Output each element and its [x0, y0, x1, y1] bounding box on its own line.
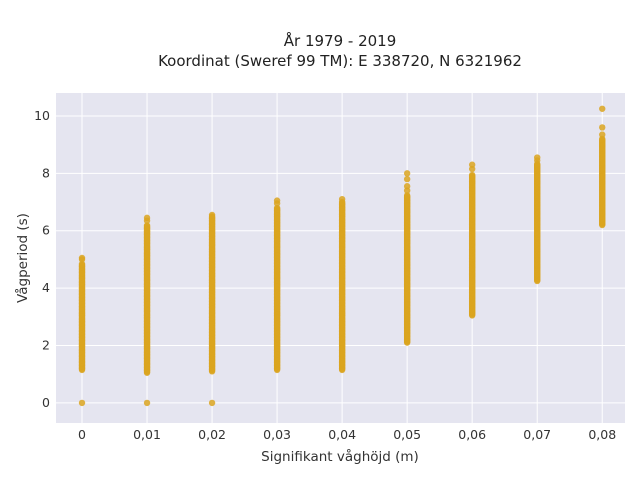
data-point: [403, 183, 411, 190]
data-point: [403, 192, 411, 199]
chart-title-line2: Koordinat (Sweref 99 TM): E 338720, N 63…: [158, 52, 522, 70]
x-tick-labels: 0 0,01 0,02 0,03 0,04 0,05 0,06 0,07 0,08: [78, 427, 616, 442]
data-point: [143, 399, 151, 407]
x-tick-label: 0: [78, 427, 86, 442]
data-point: [338, 195, 346, 203]
y-tick-labels: 0 2 4 6 8 10: [34, 108, 50, 410]
x-tick-label: 0,07: [523, 427, 551, 442]
data-point: [78, 254, 86, 262]
x-tick-label: 0,02: [198, 427, 226, 442]
data-points: [78, 105, 606, 407]
x-tick-label: 0,03: [263, 427, 291, 442]
data-point: [403, 175, 411, 183]
data-point: [599, 131, 606, 138]
y-tick-label: 2: [42, 338, 50, 353]
data-point: [403, 170, 411, 177]
data-point: [78, 260, 86, 268]
y-tick-label: 8: [42, 165, 50, 180]
x-tick-label: 0,08: [588, 427, 616, 442]
y-tick-label: 0: [42, 395, 50, 410]
data-point: [534, 154, 541, 161]
y-axis-title: Vågperiod (s): [14, 213, 31, 303]
y-tick-label: 6: [42, 223, 50, 238]
data-point: [468, 171, 476, 179]
data-point: [468, 161, 476, 168]
data-point: [599, 124, 606, 131]
data-point: [78, 399, 86, 407]
data-point: [208, 211, 216, 219]
chart-title-line1: År 1979 - 2019: [284, 31, 397, 50]
data-point: [273, 197, 281, 204]
data-point: [143, 222, 151, 229]
x-tick-label: 0,04: [328, 427, 356, 442]
data-point: [599, 105, 606, 112]
x-tick-label: 0,01: [133, 427, 161, 442]
data-point: [273, 204, 281, 212]
x-tick-label: 0,06: [458, 427, 486, 442]
x-axis-title: Signifikant våghöjd (m): [261, 448, 419, 465]
y-tick-label: 4: [42, 280, 50, 295]
data-point: [208, 399, 216, 407]
data-point: [143, 214, 151, 222]
x-tick-label: 0,05: [393, 427, 421, 442]
y-tick-label: 10: [34, 108, 50, 123]
